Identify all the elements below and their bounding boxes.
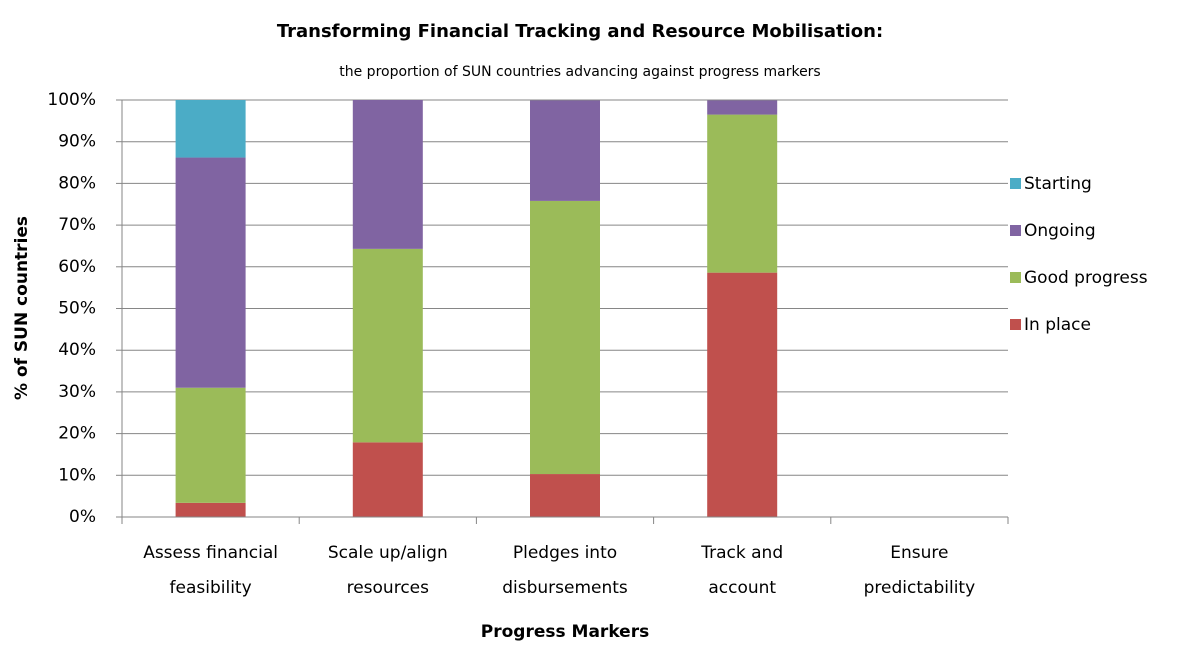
- x-tick-label: Track and account: [700, 543, 783, 598]
- bar-segment: [707, 272, 778, 517]
- y-tick-label: 70%: [58, 215, 96, 235]
- legend-label: In place: [1024, 315, 1091, 335]
- bar-segment: [530, 200, 600, 475]
- y-tick-label: 50%: [58, 299, 96, 319]
- y-tick-label: 20%: [58, 424, 96, 444]
- bar-segment: [707, 100, 778, 115]
- x-tick-label: Assess financial feasibility: [143, 543, 278, 598]
- x-tick-label: Scale up/align resources: [328, 543, 448, 598]
- bar-segment: [707, 114, 778, 273]
- y-axis-title: % of SUN countries: [12, 216, 32, 400]
- bar-segment: [352, 248, 423, 443]
- y-tick-label: 40%: [58, 340, 96, 360]
- legend-label: Ongoing: [1024, 221, 1096, 241]
- bar-segment: [175, 387, 246, 503]
- bar-segment: [352, 100, 423, 249]
- bar-segment: [530, 100, 600, 201]
- legend-swatch: [1010, 319, 1021, 330]
- legend-label: Good progress: [1024, 268, 1148, 288]
- bar-segment: [352, 442, 423, 517]
- x-tick-label: Ensure predictability: [864, 543, 976, 598]
- bar-segment: [175, 157, 246, 388]
- legend-swatch: [1010, 225, 1021, 236]
- x-axis-title: Progress Markers: [481, 622, 649, 642]
- y-tick-label: 80%: [58, 173, 96, 193]
- y-tick-label: 100%: [47, 90, 96, 110]
- bar-segment: [530, 474, 600, 517]
- chart-title: Transforming Financial Tracking and Reso…: [277, 21, 883, 42]
- chart-subtitle: the proportion of SUN countries advancin…: [339, 64, 820, 80]
- y-tick-label: 10%: [58, 465, 96, 485]
- legend-swatch: [1010, 272, 1021, 283]
- y-tick-label: 0%: [69, 507, 96, 527]
- y-tick-label: 30%: [58, 382, 96, 402]
- legend-swatch: [1010, 178, 1021, 189]
- y-tick-label: 90%: [58, 132, 96, 152]
- y-tick-label: 60%: [58, 257, 96, 277]
- bar-segment: [175, 100, 246, 158]
- x-tick-label: Pledges into disbursements: [502, 543, 628, 598]
- bar-segment: [175, 502, 246, 517]
- legend-label: Starting: [1024, 174, 1092, 194]
